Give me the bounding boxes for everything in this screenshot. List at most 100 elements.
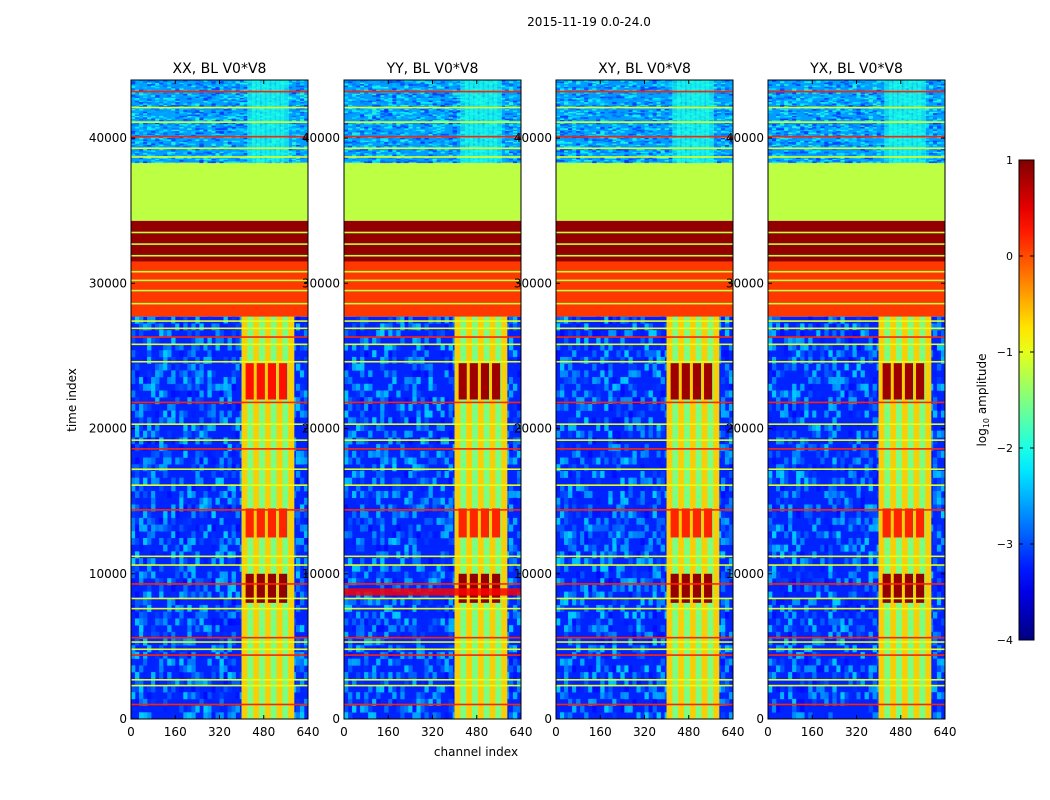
noise-cell	[372, 450, 377, 458]
noise-cell	[512, 377, 518, 385]
noise-cell	[295, 470, 301, 478]
noise-cell	[219, 712, 224, 719]
noise-cell	[203, 491, 208, 499]
noise-cell	[151, 92, 156, 95]
noise-cell	[227, 153, 232, 155]
noise-cell	[500, 122, 506, 125]
noise-cell	[299, 120, 305, 122]
noise-cell	[239, 129, 244, 132]
noise-cell	[231, 484, 236, 492]
noise-cell	[376, 470, 381, 478]
noise-cell	[143, 383, 148, 391]
noise-cell	[203, 457, 208, 465]
noise-cell	[131, 544, 136, 552]
noise-cell	[151, 497, 156, 505]
noise-cell	[183, 712, 188, 719]
noise-cell	[412, 470, 417, 478]
noise-cell	[139, 417, 144, 425]
noise-cell	[516, 564, 521, 572]
noise-cell	[207, 591, 212, 599]
noise-cell	[424, 698, 429, 706]
noise-cell	[303, 544, 308, 552]
noise-cell	[215, 343, 220, 351]
noise-cell	[416, 698, 421, 706]
noise-cell	[436, 423, 441, 431]
noise-cell	[207, 96, 212, 99]
noise-cell	[380, 417, 385, 425]
noise-cell	[219, 111, 224, 114]
noise-cell	[352, 89, 357, 92]
noise-cell	[191, 95, 196, 97]
time-band	[131, 220, 308, 262]
noise-cell	[231, 618, 236, 626]
noise-cell	[211, 665, 216, 673]
noise-cell	[147, 571, 152, 579]
noise-cell	[147, 457, 152, 465]
noise-cell	[207, 678, 212, 686]
noise-cell	[344, 377, 349, 385]
noise-cell	[376, 95, 381, 97]
noise-cell	[187, 564, 192, 572]
noise-cell	[400, 685, 405, 693]
noise-cell	[171, 403, 176, 411]
noise-cell	[392, 350, 397, 358]
noise-cell	[508, 484, 514, 492]
noise-cell	[384, 551, 389, 559]
noise-cell	[215, 139, 220, 142]
noise-cell	[352, 356, 357, 364]
noise-cell	[420, 504, 425, 512]
noise-cell	[243, 131, 248, 133]
noise-cell	[211, 591, 216, 599]
noise-cell	[135, 698, 140, 706]
noise-cell	[167, 118, 172, 121]
noise-cell	[516, 423, 521, 431]
noise-cell	[416, 464, 421, 472]
noise-cell	[360, 92, 365, 95]
noise-cell	[195, 457, 200, 465]
noise-cell	[456, 89, 461, 92]
noise-cell	[380, 125, 385, 128]
noise-cell	[360, 470, 365, 478]
noise-cell	[223, 390, 228, 398]
noise-cell	[344, 450, 349, 458]
noise-cell	[295, 544, 301, 552]
noise-cell	[131, 144, 136, 147]
noise-cell	[215, 584, 220, 592]
noise-cell	[512, 117, 518, 119]
noise-cell	[356, 88, 361, 90]
noise-cell	[187, 537, 192, 545]
noise-cell	[299, 323, 305, 331]
noise-cell	[191, 672, 196, 680]
noise-cell	[163, 143, 168, 146]
noise-cell	[167, 143, 172, 146]
noise-cell	[231, 118, 236, 121]
noise-cell	[404, 125, 409, 128]
noise-cell	[155, 92, 160, 95]
noise-cell	[303, 139, 308, 142]
noise-cell	[131, 129, 136, 132]
noise-cell	[396, 111, 401, 114]
noise-cell	[388, 397, 393, 405]
noise-cell	[135, 611, 140, 619]
noise-cell	[299, 705, 305, 713]
noise-cell	[139, 377, 144, 385]
noise-cell	[432, 571, 437, 579]
noise-cell	[163, 363, 168, 371]
noise-cell	[412, 330, 417, 338]
noise-cell	[404, 356, 409, 364]
noise-cell	[295, 108, 301, 111]
noise-cell	[380, 100, 385, 103]
noise-cell	[372, 537, 377, 545]
noise-cell	[235, 114, 240, 117]
noise-cell	[215, 99, 220, 101]
noise-cell	[139, 383, 144, 391]
noise-cell	[295, 316, 301, 324]
noise-cell	[219, 92, 224, 95]
noise-cell	[207, 705, 212, 713]
noise-cell	[227, 131, 232, 133]
noise-cell	[179, 383, 184, 391]
noise-cell	[211, 403, 216, 411]
noise-cell	[436, 578, 441, 586]
noise-cell	[139, 524, 144, 532]
noise-cell	[360, 132, 365, 135]
